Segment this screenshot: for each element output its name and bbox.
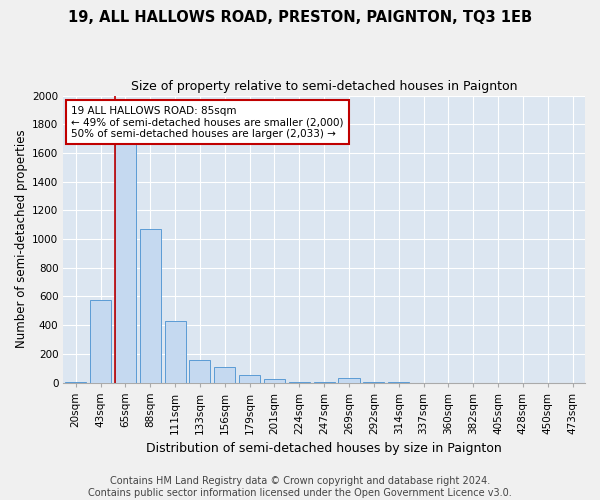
- Bar: [338, 378, 359, 382]
- Bar: [264, 379, 285, 382]
- Title: Size of property relative to semi-detached houses in Paignton: Size of property relative to semi-detach…: [131, 80, 517, 93]
- Bar: [140, 229, 161, 382]
- X-axis label: Distribution of semi-detached houses by size in Paignton: Distribution of semi-detached houses by …: [146, 442, 502, 455]
- Text: 19 ALL HALLOWS ROAD: 85sqm
← 49% of semi-detached houses are smaller (2,000)
50%: 19 ALL HALLOWS ROAD: 85sqm ← 49% of semi…: [71, 106, 344, 139]
- Bar: [115, 142, 136, 382]
- Bar: [239, 376, 260, 382]
- Text: 19, ALL HALLOWS ROAD, PRESTON, PAIGNTON, TQ3 1EB: 19, ALL HALLOWS ROAD, PRESTON, PAIGNTON,…: [68, 10, 532, 25]
- Bar: [90, 300, 111, 382]
- Bar: [214, 366, 235, 382]
- Text: Contains HM Land Registry data © Crown copyright and database right 2024.
Contai: Contains HM Land Registry data © Crown c…: [88, 476, 512, 498]
- Bar: [164, 321, 185, 382]
- Y-axis label: Number of semi-detached properties: Number of semi-detached properties: [15, 130, 28, 348]
- Bar: [190, 360, 211, 382]
